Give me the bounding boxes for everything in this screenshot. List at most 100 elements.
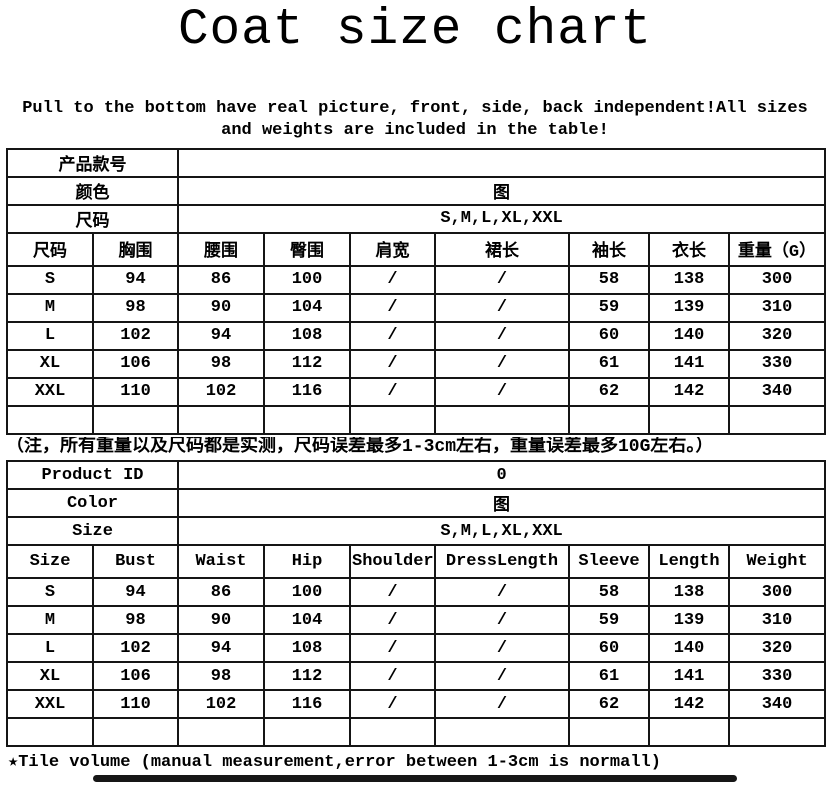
data-cell: 90 <box>177 292 265 323</box>
data-cell: M <box>6 292 94 323</box>
data-cell: 61 <box>568 348 650 379</box>
column-header: 袖长 <box>568 231 650 267</box>
data-cell <box>434 717 570 748</box>
column-header: Sleeve <box>568 544 650 580</box>
column-header: Waist <box>177 544 265 580</box>
data-cell: 60 <box>568 633 650 664</box>
data-cell: 61 <box>568 661 650 692</box>
info-value: 0 <box>176 460 827 491</box>
info-label: 颜色 <box>6 175 179 206</box>
table-row <box>6 717 827 748</box>
data-cell: 320 <box>727 633 827 664</box>
data-cell: 141 <box>648 661 730 692</box>
data-cell: 340 <box>727 689 827 720</box>
info-row: Size S,M,L,XL,XXL <box>6 516 827 547</box>
data-cell: 100 <box>263 577 351 608</box>
data-cell: 60 <box>568 320 650 351</box>
data-cell: 62 <box>568 376 650 407</box>
data-cell: 110 <box>92 689 179 720</box>
column-header: Hip <box>263 544 351 580</box>
column-header: Weight <box>727 544 827 580</box>
header-row: 尺码 胸围 腰围 臀围 肩宽 裙长 袖长 衣长 重量（G） <box>6 231 827 267</box>
data-cell: XL <box>6 348 94 379</box>
data-cell <box>727 404 827 435</box>
column-header: Shoulder <box>349 544 436 580</box>
info-row: Product ID 0 <box>6 460 827 491</box>
info-label: Size <box>6 516 179 547</box>
data-cell: 86 <box>177 577 265 608</box>
table-row: XXL 110 102 116//62 142 340 <box>6 689 827 720</box>
data-cell: 58 <box>568 264 650 295</box>
column-header: 胸围 <box>92 231 179 267</box>
size-table-chinese: 产品款号 颜色图尺码 S,M,L,XL,XXL 尺码 胸围 腰围 臀围 肩宽 裙长 袖长 衣长 重量（… <box>6 147 827 435</box>
data-cell: / <box>434 689 570 720</box>
data-cell <box>648 404 730 435</box>
data-cell: 102 <box>92 633 179 664</box>
data-cell: / <box>349 264 436 295</box>
data-cell: S <box>6 264 94 295</box>
column-header: 重量（G） <box>727 231 827 267</box>
data-cell: 138 <box>648 264 730 295</box>
data-cell <box>263 717 351 748</box>
data-cell <box>92 404 179 435</box>
info-label: Color <box>6 488 179 519</box>
table-row: M 98 90 104//59 139 310 <box>6 292 827 323</box>
data-cell: / <box>349 605 436 636</box>
data-cell <box>349 717 436 748</box>
data-cell: 102 <box>177 376 265 407</box>
table-row: L 102 94 108//60 140 320 <box>6 633 827 664</box>
data-cell: 90 <box>177 605 265 636</box>
column-header: 裙长 <box>434 231 570 267</box>
data-cell: XL <box>6 661 94 692</box>
data-cell: 140 <box>648 320 730 351</box>
measurement-note-chinese: （注，所有重量以及尺码都是实测，尺码误差最多1-3cm左右，重量误差最多10G左… <box>6 436 714 457</box>
data-cell: 106 <box>92 661 179 692</box>
column-header: Length <box>648 544 730 580</box>
column-header: 尺码 <box>6 231 94 267</box>
table-row: XL 106 98 112//61 141 330 <box>6 348 827 379</box>
info-row: 产品款号 <box>6 147 827 178</box>
column-header: Bust <box>92 544 179 580</box>
data-cell: 300 <box>727 577 827 608</box>
data-cell: L <box>6 633 94 664</box>
data-cell: 94 <box>92 264 179 295</box>
data-cell: 104 <box>263 292 351 323</box>
data-cell: 62 <box>568 689 650 720</box>
data-cell: / <box>434 376 570 407</box>
data-cell: 112 <box>263 348 351 379</box>
data-cell <box>6 404 94 435</box>
table-row: XXL 110 102 116//62 142 340 <box>6 376 827 407</box>
data-cell: / <box>349 577 436 608</box>
data-cell <box>177 404 265 435</box>
info-row: Color 图 <box>6 488 827 519</box>
data-cell: L <box>6 320 94 351</box>
data-cell: 98 <box>177 348 265 379</box>
data-cell: 310 <box>727 292 827 323</box>
data-cell: / <box>434 320 570 351</box>
data-cell: 142 <box>648 376 730 407</box>
data-cell: 59 <box>568 605 650 636</box>
data-cell: / <box>434 661 570 692</box>
column-header: 臀围 <box>263 231 351 267</box>
data-cell <box>648 717 730 748</box>
data-cell: 116 <box>263 689 351 720</box>
data-cell: XXL <box>6 689 94 720</box>
data-cell: / <box>349 292 436 323</box>
data-cell: / <box>349 376 436 407</box>
table-row <box>6 404 827 435</box>
data-cell: 138 <box>648 577 730 608</box>
data-cell <box>434 404 570 435</box>
info-row: 颜色图 <box>6 175 827 206</box>
data-cell: 94 <box>92 577 179 608</box>
data-cell: / <box>349 689 436 720</box>
data-cell: 330 <box>727 661 827 692</box>
data-cell: / <box>434 348 570 379</box>
data-cell: 330 <box>727 348 827 379</box>
data-cell: 98 <box>92 605 179 636</box>
data-cell: / <box>349 320 436 351</box>
info-label: 尺码 <box>6 203 179 234</box>
column-header: Size <box>6 544 94 580</box>
data-cell: / <box>434 264 570 295</box>
data-cell: / <box>349 348 436 379</box>
